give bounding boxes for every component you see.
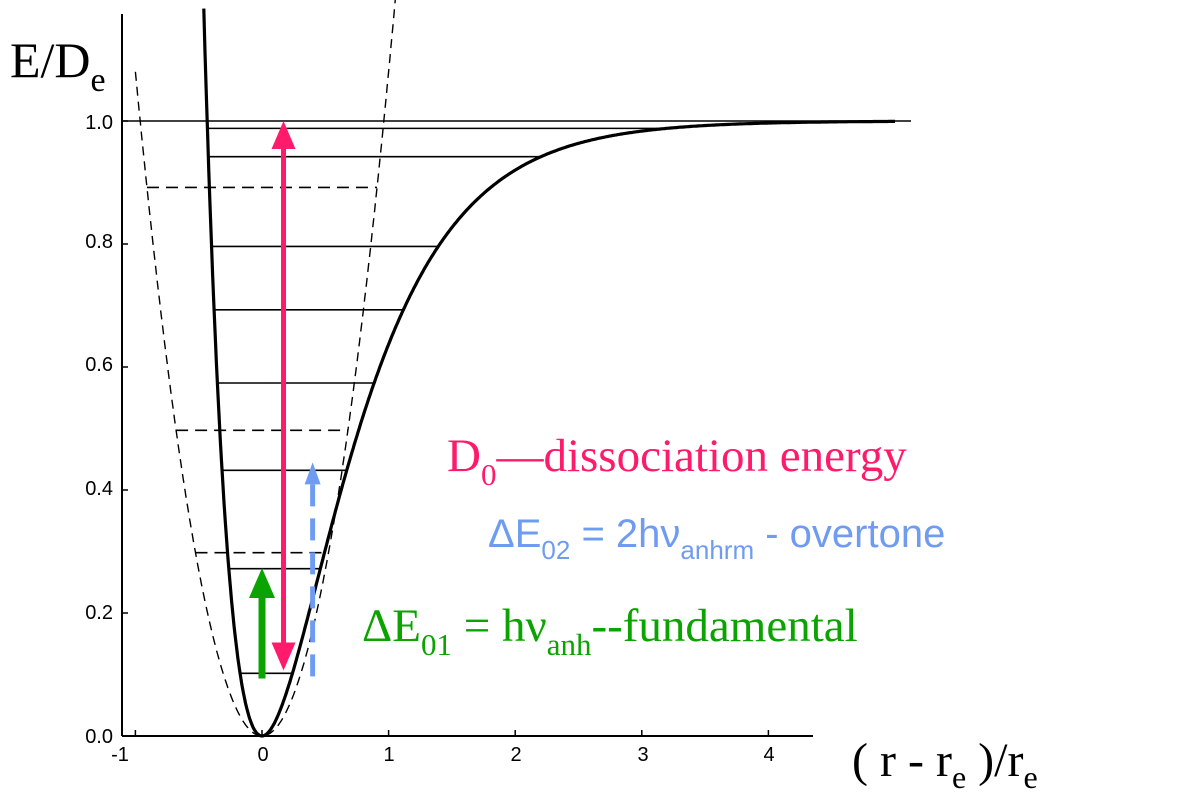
x-tick-label: -1 bbox=[111, 744, 129, 766]
x-tick-label: 0 bbox=[257, 744, 268, 766]
y-tick-label: 0.4 bbox=[85, 478, 113, 500]
y-tick-label: 0.8 bbox=[85, 231, 113, 253]
harmonic-curve bbox=[134, 0, 396, 737]
fundamental-arrow-head bbox=[249, 567, 275, 598]
dissociation-arrow-head-down bbox=[271, 642, 296, 671]
tick-marks bbox=[122, 120, 770, 737]
y-tick-label: 0.0 bbox=[85, 726, 113, 748]
x-tick-label: 3 bbox=[637, 744, 648, 766]
fundamental-label: ΔE01 = hνanh--fundamental bbox=[362, 600, 858, 662]
y-tick-label: 1.0 bbox=[85, 112, 113, 134]
dissociation-arrow-head-up bbox=[271, 121, 296, 149]
arrows-layer bbox=[249, 121, 321, 679]
x-axis-label: ( r - re )/re bbox=[852, 734, 1038, 795]
overtone-arrow-head bbox=[304, 462, 321, 485]
energy-levels-layer bbox=[122, 120, 911, 675]
y-tick-label: 0.6 bbox=[85, 354, 113, 376]
curves-layer bbox=[134, 0, 895, 738]
x-tick-label: 2 bbox=[510, 744, 521, 766]
x-tick-label: 4 bbox=[763, 744, 774, 766]
x-tick-label: 1 bbox=[383, 744, 394, 766]
dissociation-energy-label: D0—dissociation energy bbox=[447, 430, 907, 492]
overtone-label: ΔE02 = 2hνanhrm - overtone bbox=[488, 512, 945, 565]
morse-curve bbox=[202, 8, 895, 738]
y-axis-label: E/De bbox=[10, 32, 106, 99]
y-tick-label: 0.2 bbox=[85, 602, 113, 624]
